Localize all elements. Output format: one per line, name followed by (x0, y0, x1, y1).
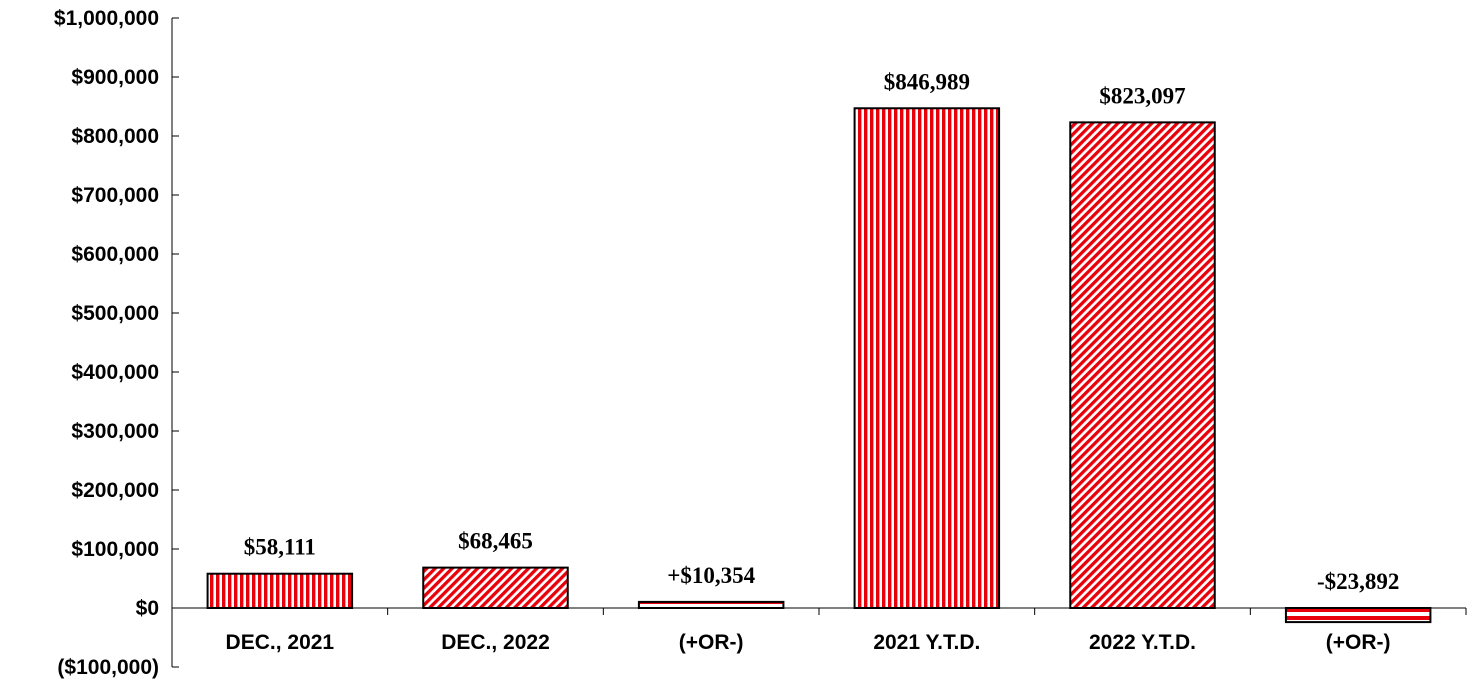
y-tick-label: $400,000 (71, 361, 159, 384)
y-tick-label: $1,000,000 (54, 7, 159, 30)
data-label: -$23,892 (1317, 569, 1399, 594)
y-tick-label: $700,000 (71, 184, 159, 207)
y-tick-label: $900,000 (71, 66, 159, 89)
bar-6 (1284, 607, 1432, 624)
y-tick-label: $800,000 (71, 125, 159, 148)
labels: DEC., 2021 $58,111 DEC., 2022 $68,465 (+OR-)… (226, 69, 1400, 654)
bar-5 (1069, 121, 1216, 609)
bars (206, 107, 1432, 624)
y-tick-label: $300,000 (71, 420, 159, 443)
category-label: DEC., 2021 (226, 631, 335, 654)
axes: $1,000,000 $900,000 $800,000 $700,000 $600,0… (54, 7, 1467, 679)
y-tick-label: $100,000 (71, 538, 159, 561)
data-label: +$10,354 (667, 563, 755, 588)
category-label: 2021 Y.T.D. (873, 631, 980, 654)
data-label: $68,465 (458, 529, 533, 554)
y-tick-label: $500,000 (71, 302, 159, 325)
bar-3 (637, 600, 785, 609)
bar-2 (422, 566, 569, 609)
category-label: (+OR-) (1326, 631, 1391, 654)
category-label: (+OR-) (679, 631, 744, 654)
category-label: DEC., 2022 (441, 631, 550, 654)
y-tick-label: $600,000 (71, 243, 159, 266)
bar-1 (206, 572, 354, 610)
data-label: $846,989 (884, 69, 970, 94)
category-label: 2022 Y.T.D. (1089, 631, 1196, 654)
data-label: $823,097 (1099, 83, 1185, 108)
y-tick-label: ($100,000) (57, 656, 159, 679)
bar-4 (853, 107, 1001, 609)
y-tick-label: $0 (136, 597, 159, 620)
y-tick-label: $200,000 (71, 479, 159, 502)
data-label: $58,111 (244, 535, 316, 560)
